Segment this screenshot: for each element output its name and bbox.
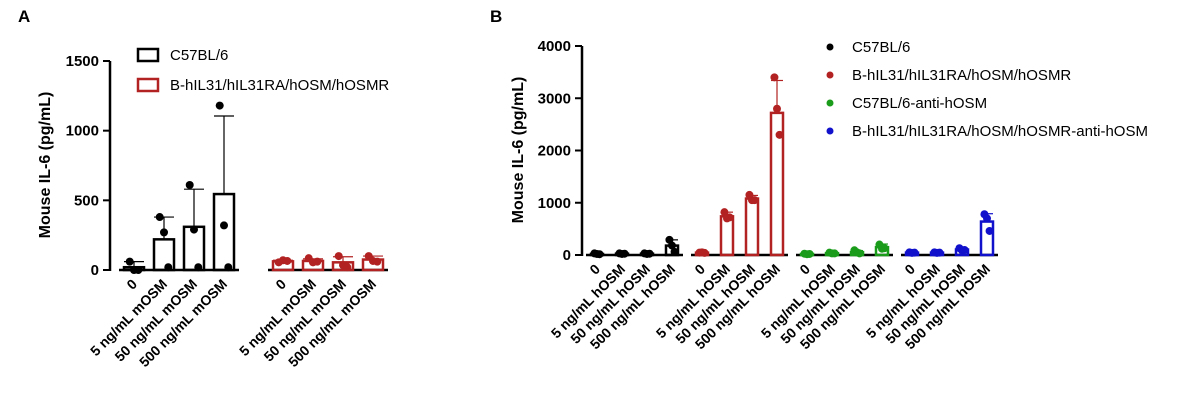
panel-label: A <box>18 7 30 26</box>
data-point <box>935 248 944 257</box>
data-point <box>720 208 729 217</box>
data-point <box>770 73 779 82</box>
legend-label: B-hIL31/hIL31RA/hOSM/hOSMR <box>852 67 1071 84</box>
data-point <box>283 256 292 265</box>
data-point <box>194 263 203 272</box>
x-tick-label: 0 <box>901 261 918 278</box>
data-point <box>880 244 889 253</box>
data-point <box>595 250 604 259</box>
data-point <box>190 225 198 234</box>
data-point <box>313 257 322 266</box>
data-point <box>220 221 228 230</box>
y-tick-label: 1000 <box>66 123 99 140</box>
data-point <box>910 248 919 257</box>
data-point <box>773 104 781 113</box>
data-point <box>125 257 134 266</box>
y-tick-label: 4000 <box>538 38 571 55</box>
data-point <box>830 249 839 258</box>
x-tick-label: 0 <box>796 261 813 278</box>
data-point <box>164 263 173 272</box>
data-point <box>334 252 343 261</box>
x-tick-label: 0 <box>272 276 289 293</box>
legend-swatch <box>826 43 834 51</box>
data-point <box>700 248 709 257</box>
data-point <box>960 246 969 255</box>
y-tick-label: 3000 <box>538 90 571 107</box>
x-tick-label: 0 <box>586 261 603 278</box>
bar <box>979 220 995 257</box>
bar <box>152 238 176 272</box>
data-point <box>670 247 679 256</box>
y-tick-label: 0 <box>563 247 571 264</box>
legend-swatch <box>826 99 834 107</box>
y-tick-label: 1500 <box>66 53 99 70</box>
data-point <box>134 266 143 274</box>
y-tick-label: 2000 <box>538 143 571 160</box>
bar <box>212 192 236 272</box>
bar <box>744 197 760 257</box>
data-point <box>620 249 629 258</box>
legend-label: C57BL/6-anti-hOSM <box>852 95 987 112</box>
data-point <box>155 213 164 222</box>
x-tick-label: 0 <box>123 276 140 293</box>
data-point <box>750 196 759 205</box>
legend-label: B-hIL31/hIL31RA/hOSM/hOSMR-anti-hOSM <box>852 123 1148 140</box>
data-point <box>983 214 991 223</box>
y-tick-label: 500 <box>74 192 99 209</box>
data-point <box>725 213 734 222</box>
y-tick-label: 1000 <box>538 195 571 212</box>
data-point <box>160 228 168 237</box>
y-axis-label: Mouse IL-6 (pg/mL) <box>37 92 54 239</box>
data-point <box>805 249 814 258</box>
data-point <box>373 257 382 266</box>
data-point <box>224 263 233 272</box>
legend-swatch <box>136 47 160 63</box>
legend-swatch <box>826 71 834 79</box>
data-point <box>668 241 676 250</box>
data-point <box>985 226 994 235</box>
y-tick-label: 0 <box>91 262 99 279</box>
panel-label: B <box>490 7 502 26</box>
y-axis-label: Mouse IL-6 (pg/mL) <box>510 77 527 224</box>
x-tick-label: 0 <box>691 261 708 278</box>
legend-label: C57BL/6 <box>852 39 910 56</box>
data-point <box>645 249 654 258</box>
bar <box>769 111 785 257</box>
data-point <box>775 130 784 139</box>
data-point <box>343 263 352 272</box>
data-point <box>185 181 194 190</box>
data-point <box>855 249 864 258</box>
legend-swatch <box>826 127 834 135</box>
legend-label: C57BL/6 <box>170 47 228 64</box>
data-point <box>215 101 224 110</box>
legend-swatch <box>136 77 160 93</box>
legend-label: B-hIL31/hIL31RA/hOSM/hOSMR <box>170 77 389 94</box>
